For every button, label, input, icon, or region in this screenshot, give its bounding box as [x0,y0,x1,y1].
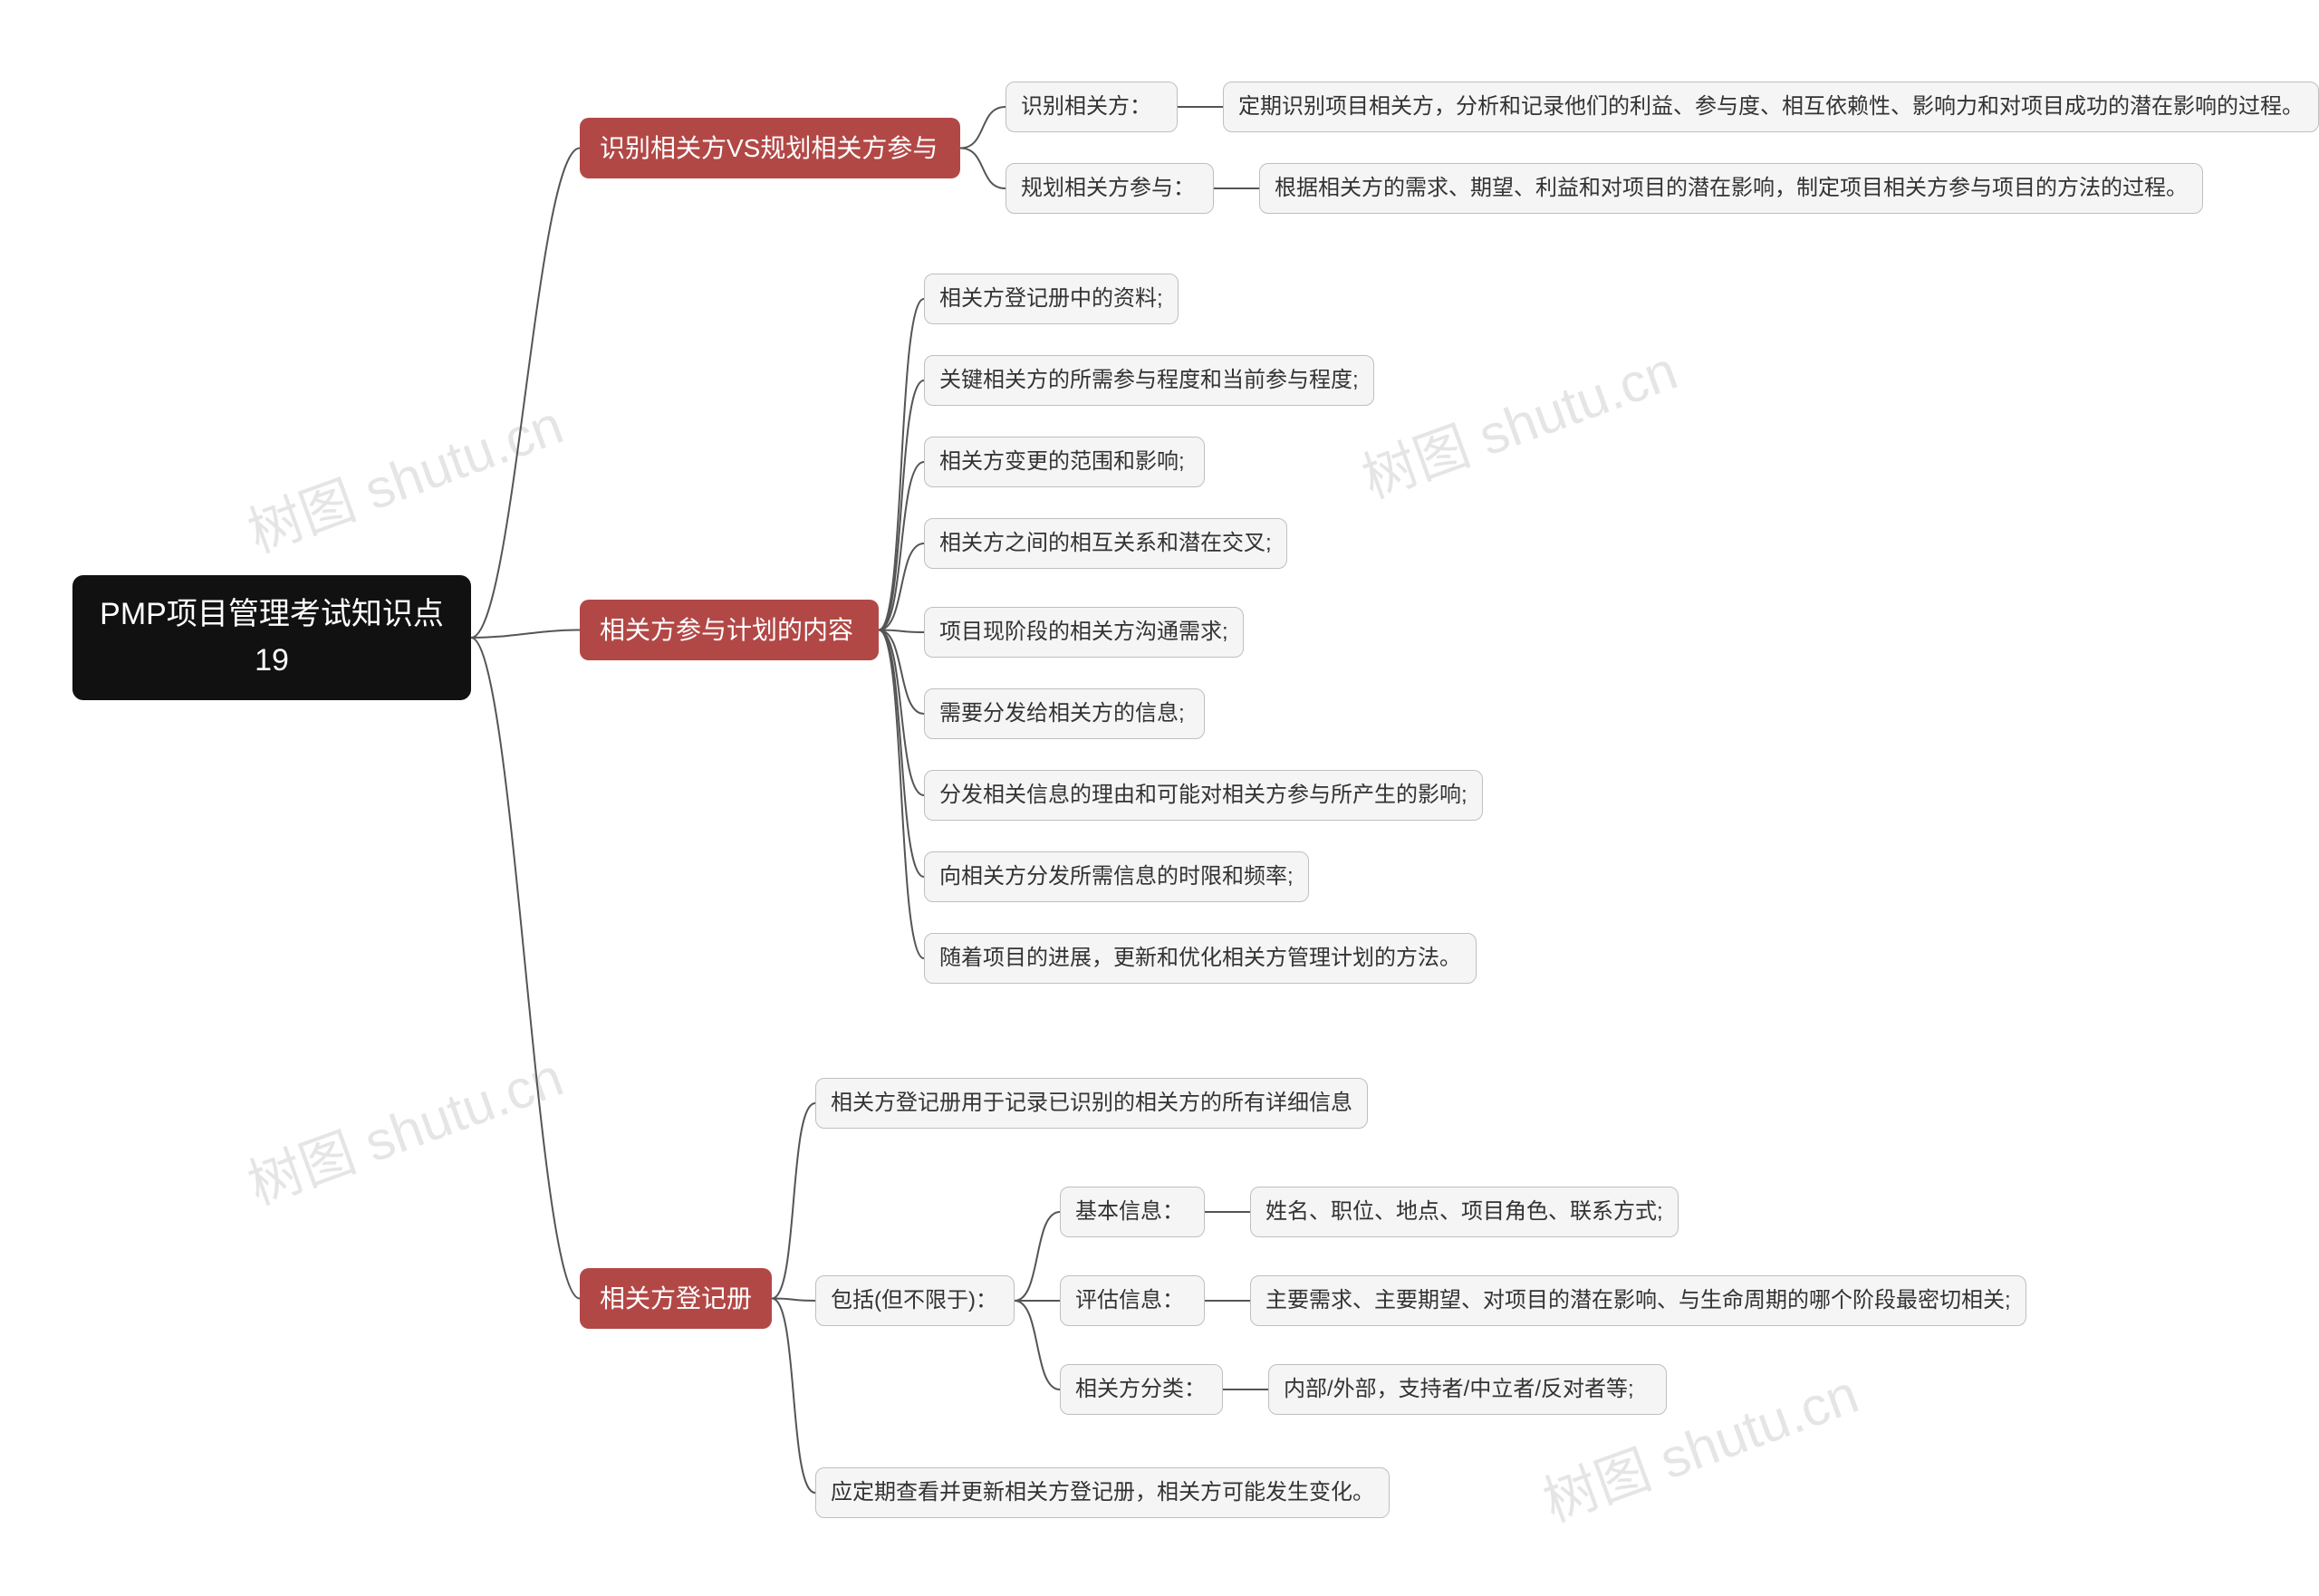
leaf-basic-info-desc: 姓名、职位、地点、项目角色、联系方式; [1250,1187,1679,1237]
root-node: PMP项目管理考试知识点19 [72,575,471,700]
leaf-identify-desc: 定期识别项目相关方，分析和记录他们的利益、参与度、相互依赖性、影响力和对项目成功… [1223,82,2319,132]
leaf-eval-info-label: 评估信息： [1060,1275,1205,1326]
leaf-plan-item-1: 相关方登记册中的资料; [924,274,1179,324]
leaf-plan-item-4: 相关方之间的相互关系和潜在交叉; [924,518,1287,569]
leaf-reg-update: 应定期查看并更新相关方登记册，相关方可能发生变化。 [815,1467,1390,1518]
leaf-basic-info-label: 基本信息： [1060,1187,1205,1237]
leaf-classify-label: 相关方分类： [1060,1364,1223,1415]
leaf-reg-desc: 相关方登记册用于记录已识别的相关方的所有详细信息 [815,1078,1368,1129]
branch-register: 相关方登记册 [580,1268,772,1329]
leaf-plan-item-7: 分发相关信息的理由和可能对相关方参与所产生的影响; [924,770,1483,821]
leaf-reg-includes: 包括(但不限于)： [815,1275,1015,1326]
leaf-plan-item-5: 项目现阶段的相关方沟通需求; [924,607,1244,658]
branch-identify-vs-plan: 识别相关方VS规划相关方参与 [580,118,960,178]
leaf-plan-item-9: 随着项目的进展，更新和优化相关方管理计划的方法。 [924,933,1477,984]
leaf-eval-info-desc: 主要需求、主要期望、对项目的潜在影响、与生命周期的哪个阶段最密切相关; [1250,1275,2026,1326]
leaf-plan-item-2: 关键相关方的所需参与程度和当前参与程度; [924,355,1374,406]
leaf-plan-item-8: 向相关方分发所需信息的时限和频率; [924,851,1309,902]
leaf-plan-item-3: 相关方变更的范围和影响; [924,437,1205,487]
leaf-classify-desc: 内部/外部，支持者/中立者/反对者等; [1268,1364,1667,1415]
leaf-plan-desc: 根据相关方的需求、期望、利益和对项目的潜在影响，制定项目相关方参与项目的方法的过… [1259,163,2203,214]
branch-plan-content: 相关方参与计划的内容 [580,600,879,660]
leaf-plan-label: 规划相关方参与： [1006,163,1214,214]
leaf-identify-label: 识别相关方： [1006,82,1178,132]
leaf-plan-item-6: 需要分发给相关方的信息; [924,688,1205,739]
